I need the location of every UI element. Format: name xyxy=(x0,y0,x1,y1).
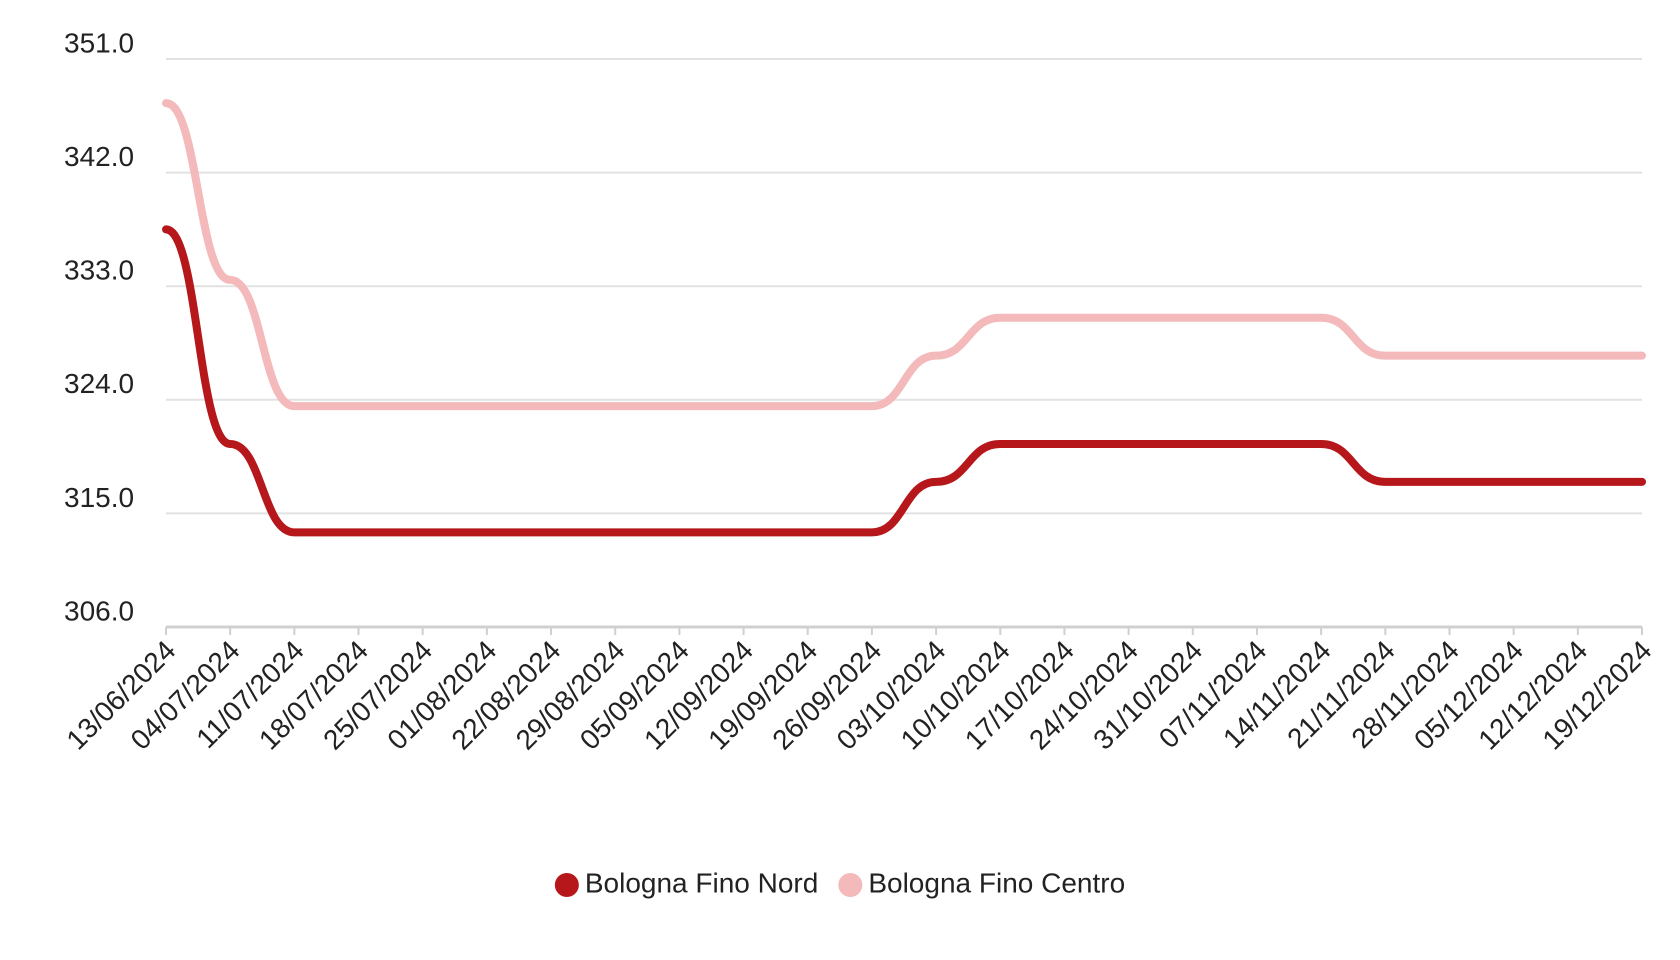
y-tick-label: 342.0 xyxy=(64,141,134,172)
legend: Bologna Fino Nord Bologna Fino Centro xyxy=(554,867,1125,898)
legend-label: Bologna Fino Nord xyxy=(585,867,818,898)
y-tick-label: 324.0 xyxy=(64,368,134,399)
legend-label: Bologna Fino Centro xyxy=(868,867,1125,898)
y-tick-label: 333.0 xyxy=(64,255,134,286)
y-tick-label: 306.0 xyxy=(64,595,134,626)
y-tick-label: 315.0 xyxy=(64,482,134,513)
series-line xyxy=(162,225,1646,537)
legend-marker xyxy=(838,873,863,897)
y-tick-label: 351.0 xyxy=(64,27,134,58)
legend-marker xyxy=(554,873,579,897)
series-line xyxy=(162,99,1646,411)
